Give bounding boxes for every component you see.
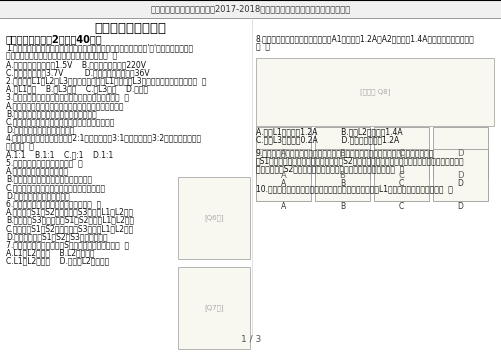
Text: 之比为（  ）: 之比为（ ）: [6, 142, 34, 151]
Text: A.L1、L2两端电    B.L2两端电压: A.L1、L2两端电 B.L2两端电压: [6, 249, 94, 257]
Text: 一、单选题（每题2分，共40分）: 一、单选题（每题2分，共40分）: [6, 34, 102, 44]
Text: A.灯L1最大    B.灯L3最大    C.灯L3最大    D.一样大: A.灯L1最大 B.灯L3最大 C.灯L3最大 D.一样大: [6, 85, 148, 93]
Bar: [432, 149, 487, 201]
Bar: [178, 267, 249, 349]
Text: A.闭合开关S1、S2，断开开关S3时，灯L1、L2和联: A.闭合开关S1、S2，断开开关S3时，灯L1、L2和联: [6, 207, 134, 217]
Text: D.同时闭合开关S1、S2、S3时，电源短路: D.同时闭合开关S1、S2、S3时，电源短路: [6, 232, 107, 241]
Bar: [373, 127, 428, 179]
Bar: [432, 127, 487, 179]
Text: A.1:1    B.1:1    C.甲:1    D.1:1: A.1:1 B.1:1 C.甲:1 D.1:1: [6, 150, 113, 159]
Text: 9.为保证司乘人员的安全，轿车上设置安全带系统。为确保车在跑时上路，需要拧紧门: 9.为保证司乘人员的安全，轿车上设置安全带系统。为确保车在跑时上路，需要拧紧门: [256, 148, 433, 157]
Text: A: A: [281, 179, 286, 188]
Text: 5.下列关于电流说法正确的是（  ）: 5.下列关于电流说法正确的是（ ）: [6, 158, 83, 167]
Text: B: B: [339, 202, 344, 211]
Text: （  ）: （ ）: [256, 43, 270, 52]
Text: A: A: [280, 171, 286, 180]
Text: A: A: [280, 148, 286, 158]
Text: 3.关于温度、热量、内能的关系，下列说法正确的是（  ）: 3.关于温度、热量、内能的关系，下列说法正确的是（ ）: [6, 93, 129, 102]
Text: C: C: [398, 179, 403, 188]
Text: B.闭合开关S3，断开开关S1、S2时，灯L1、L2并联: B.闭合开关S3，断开开关S1、S2时，灯L1、L2并联: [6, 216, 134, 225]
Text: C: C: [398, 171, 404, 180]
Text: 4.甲乙两个物体的比热容之比为2:1，质量之比为3:1，吸收之比为3:2，甲乙升高的温度: 4.甲乙两个物体的比热容之比为2:1，质量之比为3:1，吸收之比为3:2，甲乙升…: [6, 134, 202, 143]
Text: D.电路中有电源就一定有电流: D.电路中有电源就一定有电流: [6, 191, 70, 200]
Text: B: B: [339, 148, 345, 158]
Text: C.通过L3的电流为0.2A          D.通过干路电流为1.2A: C.通过L3的电流为0.2A D.通过干路电流为1.2A: [256, 136, 398, 145]
Text: D: D: [456, 202, 462, 211]
Text: A: A: [281, 202, 286, 211]
Text: B.物体温度升高，一定是从外界吸收了热量: B.物体温度升高，一定是从外界吸收了热量: [6, 109, 97, 118]
Text: A.一般干电池的电压是1.5V    B.家庭电路的电压是220V: A.一般干电池的电压是1.5V B.家庭电路的电压是220V: [6, 60, 146, 69]
Text: 8.在如图所示的电路中，开关闭合时A1的示数为1.2A，A2的示数为1.4A，下列判断不正确的是: 8.在如图所示的电路中，开关闭合时A1的示数为1.2A，A2的示数为1.4A，下…: [256, 34, 474, 44]
Text: 内蒙古鄂尔多斯市乌审旗中学2017-2018年九年级上学期物理月考试卷（无答案）: 内蒙古鄂尔多斯市乌审旗中学2017-2018年九年级上学期物理月考试卷（无答案）: [151, 5, 350, 13]
Text: 1.现代人的生活已经离不开电了。为了安全用电，我们同生活中一些'电'常识有了解是不可: 1.现代人的生活已经离不开电了。为了安全用电，我们同生活中一些'电'常识有了解是…: [6, 44, 193, 52]
Text: 少。下列有关家庭安电压范围的表述，错误的是（  ）: 少。下列有关家庭安电压范围的表述，错误的是（ ）: [6, 52, 117, 61]
Text: B: B: [339, 171, 345, 180]
Bar: [0, 0, 501, 18]
Text: 1 / 3: 1 / 3: [240, 335, 261, 343]
Text: D: D: [456, 179, 462, 188]
Text: A.通过L1的电流为1.2A          B.通过L2的电流为1.4A: A.通过L1的电流为1.2A B.通过L2的电流为1.4A: [256, 127, 402, 137]
Bar: [256, 58, 493, 126]
Text: A.温度较高的物体，内能增大时，分子的运动速率越剧烈: A.温度较高的物体，内能增大时，分子的运动速率越剧烈: [6, 101, 124, 110]
Text: 7.如图所示电路中，当开关S闭合时，电压表测的是（  ）: 7.如图所示电路中，当开关S闭合时，电压表测的是（ ）: [6, 240, 129, 249]
Text: D: D: [456, 171, 463, 180]
Text: D: D: [456, 148, 463, 158]
Text: C.手机充电电压是3.7V         D.对人体安全的电压是36V: C.手机充电电压是3.7V D.对人体安全的电压是36V: [6, 68, 149, 77]
Text: C.L1、L2总电压    D.电源和L2两端电压: C.L1、L2总电压 D.电源和L2两端电压: [6, 257, 109, 266]
Text: D.物体温度升高，内能一定增加: D.物体温度升高，内能一定增加: [6, 126, 74, 135]
Text: C.对物体做功，它的内能一定增加，温度不一定升高: C.对物体做功，它的内能一定增加，温度不一定升高: [6, 117, 115, 126]
Text: 关S1闭合，乘坐需安全带（安全控制开关S2断开）以及仪表盒上的指示灯亮起，当扣上安全带时，: 关S1闭合，乘坐需安全带（安全控制开关S2断开）以及仪表盒上的指示灯亮起，当扣上…: [256, 156, 464, 165]
Bar: [314, 127, 369, 179]
Text: B: B: [339, 179, 344, 188]
Bar: [373, 149, 428, 201]
Bar: [178, 177, 249, 259]
Text: A.导体中移动的电荷形成电流: A.导体中移动的电荷形成电流: [6, 166, 69, 176]
Text: B.自由电子定向移动的方向为电流的方向: B.自由电子定向移动的方向为电流的方向: [6, 175, 92, 184]
Text: 6.如图所示的电路，下列判断正确的是（  ）: 6.如图所示的电路，下列判断正确的是（ ）: [6, 199, 101, 208]
Text: [Q6图]: [Q6图]: [204, 215, 223, 221]
Text: 安全控制开关S2闭合，警示灯熄灭，下列电路图中设计合理的是（  ）: 安全控制开关S2闭合，警示灯熄灭，下列电路图中设计合理的是（ ）: [256, 164, 404, 173]
Text: 九年级物理月考试题: 九年级物理月考试题: [94, 22, 166, 34]
Bar: [314, 149, 369, 201]
Text: C: C: [398, 148, 404, 158]
Text: 10.如图所示电路中，要求电路无论任何位置的调节，通过L1的电流，其中正确的图是（  ）: 10.如图所示电路中，要求电路无论任何位置的调节，通过L1的电流，其中正确的图是…: [256, 184, 452, 194]
Text: C.导体中有电流通过时，导体两端一定存在电压: C.导体中有电流通过时，导体两端一定存在电压: [6, 183, 106, 192]
Text: 2.三只灯泡L1、L2、L3并联在电路中，灯L1最亮、灯L3最暗，则通过它们的电流（  ）: 2.三只灯泡L1、L2、L3并联在电路中，灯L1最亮、灯L3最暗，则通过它们的电…: [6, 76, 206, 85]
Text: C.闭合开关S1、S2，断开开关S3时，灯L1、L2不亮: C.闭合开关S1、S2，断开开关S3时，灯L1、L2不亮: [6, 224, 134, 233]
Text: [Q7图]: [Q7图]: [204, 305, 223, 312]
Bar: [256, 149, 311, 201]
Text: C: C: [398, 202, 403, 211]
Bar: [256, 127, 311, 179]
Text: [电路图 Q8]: [电路图 Q8]: [359, 88, 389, 95]
